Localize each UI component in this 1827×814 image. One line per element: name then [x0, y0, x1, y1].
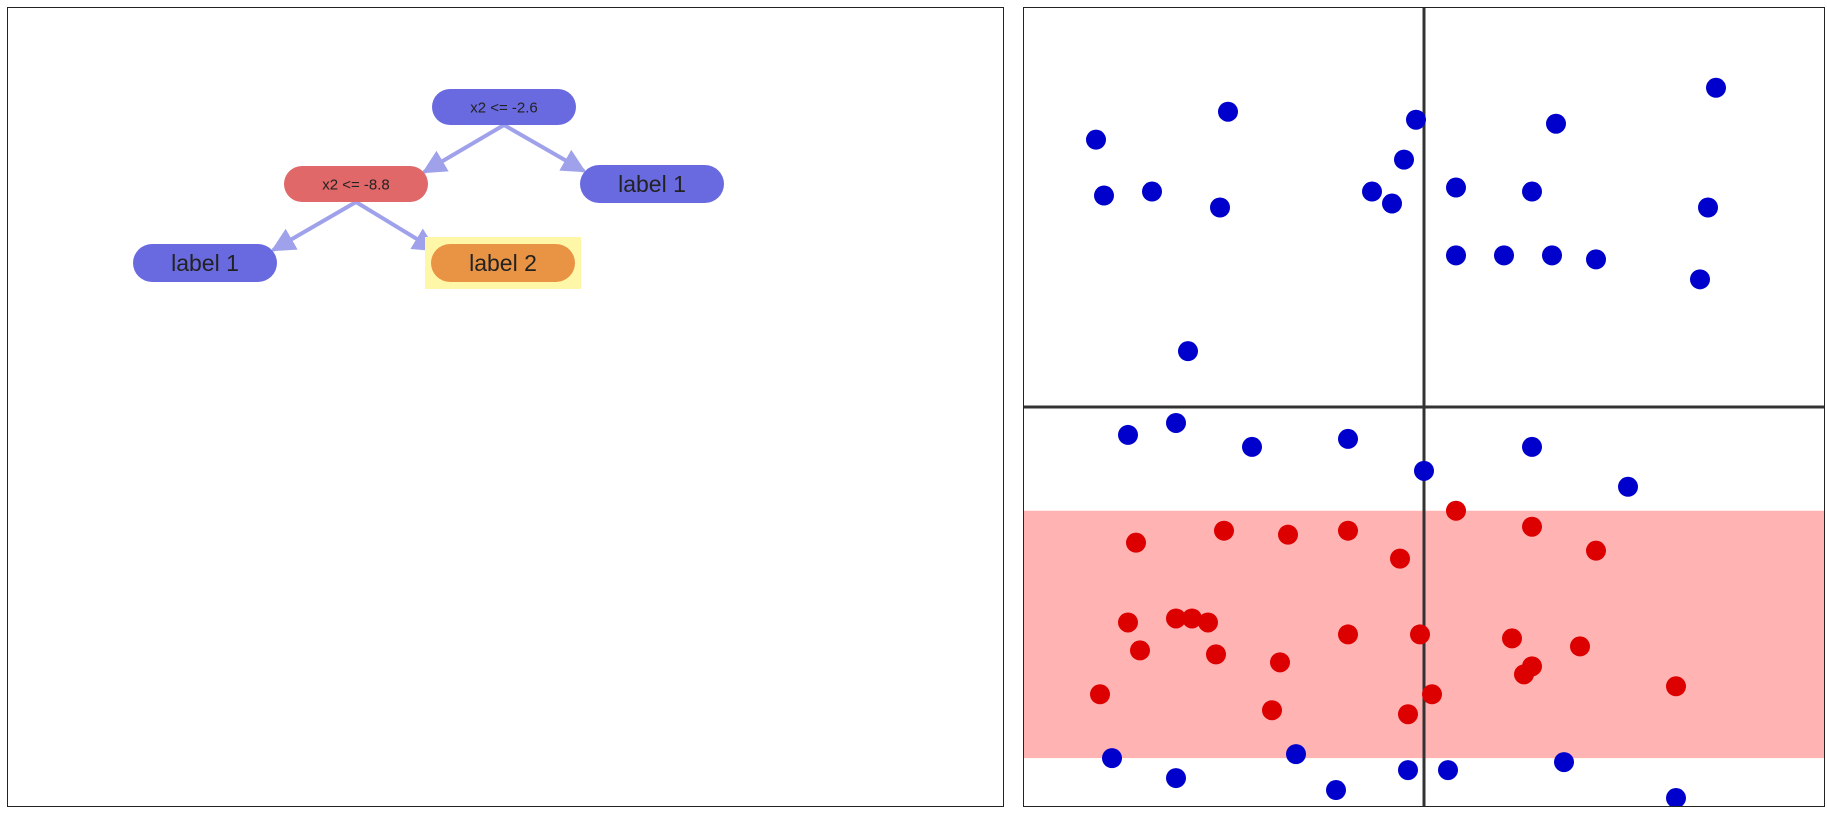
tree-node-leaf_right[interactable]: label 1 — [580, 165, 724, 203]
point-label-2-7 — [1390, 548, 1410, 569]
point-label-1-9 — [1362, 181, 1382, 202]
point-label-2-25 — [1666, 676, 1686, 697]
node-label: label 1 — [618, 171, 686, 197]
tree-edge-root-to-split2 — [421, 123, 506, 174]
point-label-2-4 — [1338, 520, 1358, 541]
tree-edge-root-to-leaf_right — [503, 123, 587, 173]
point-label-1-16 — [1542, 245, 1562, 266]
point-label-1-26 — [1618, 476, 1638, 497]
point-label-1-0 — [1086, 129, 1106, 150]
point-label-1-22 — [1242, 436, 1262, 457]
point-label-1-1 — [1218, 101, 1238, 122]
point-label-1-29 — [1286, 744, 1306, 765]
point-label-2-8 — [1118, 612, 1138, 633]
point-label-1-6 — [1094, 185, 1114, 206]
point-label-2-15 — [1570, 636, 1590, 657]
tree-edge-split2-to-leaf_lr — [354, 200, 438, 252]
point-label-1-12 — [1522, 181, 1542, 202]
point-label-2-17 — [1206, 644, 1226, 665]
point-label-2-12 — [1338, 624, 1358, 645]
point-label-2-18 — [1270, 652, 1290, 673]
point-label-1-25 — [1414, 460, 1434, 481]
point-label-1-14 — [1446, 245, 1466, 266]
point-label-1-24 — [1522, 436, 1542, 457]
point-label-2-16 — [1130, 640, 1150, 661]
point-label-2-10 — [1182, 608, 1202, 629]
point-label-1-31 — [1398, 760, 1418, 781]
point-label-1-18 — [1690, 269, 1710, 290]
point-label-2-22 — [1422, 684, 1442, 705]
point-label-2-13 — [1410, 624, 1430, 645]
scatter-plot-panel — [1023, 7, 1825, 807]
node-shape — [432, 89, 576, 125]
node-label: x2 <= -2.6 — [470, 99, 538, 116]
point-label-1-33 — [1554, 752, 1574, 773]
point-label-1-28 — [1166, 768, 1186, 789]
node-shape — [580, 165, 724, 203]
point-label-1-4 — [1706, 77, 1726, 98]
point-label-2-14 — [1502, 628, 1522, 649]
tree-edge-split2-to-leaf_ll — [270, 200, 358, 252]
point-label-2-9 — [1166, 608, 1186, 629]
node-label: x2 <= -8.8 — [322, 176, 390, 193]
point-label-2-0 — [1446, 500, 1466, 521]
point-label-1-30 — [1326, 780, 1346, 801]
tree-node-leaf_lr[interactable]: label 2 — [425, 237, 581, 289]
point-label-1-5 — [1394, 149, 1414, 170]
decision-tree-diagram: x2 <= -2.6 x2 <= -8.8 label 1 label 1 label … — [133, 89, 724, 289]
tree-node-split2[interactable]: x2 <= -8.8 — [284, 166, 428, 202]
point-label-2-6 — [1586, 540, 1606, 561]
point-label-2-24 — [1398, 704, 1418, 725]
point-label-1-23 — [1338, 428, 1358, 449]
point-label-1-11 — [1446, 177, 1466, 198]
point-label-1-10 — [1382, 193, 1402, 214]
node-shape — [284, 166, 428, 202]
node-label: label 1 — [171, 250, 239, 276]
tree-node-leaf_ll[interactable]: label 1 — [133, 244, 277, 282]
point-label-1-8 — [1210, 197, 1230, 218]
point-label-1-19 — [1178, 341, 1198, 362]
point-label-2-11 — [1198, 612, 1218, 633]
scatter-plot — [1024, 8, 1824, 806]
point-label-1-2 — [1406, 109, 1426, 130]
point-label-1-15 — [1494, 245, 1514, 266]
node-shape — [133, 244, 277, 282]
node-label: label 2 — [469, 250, 537, 276]
point-label-1-27 — [1102, 748, 1122, 769]
point-label-2-20 — [1514, 664, 1534, 685]
point-label-2-23 — [1262, 700, 1282, 721]
point-label-1-32 — [1438, 760, 1458, 781]
node-shape — [431, 244, 575, 282]
point-label-1-20 — [1118, 424, 1138, 445]
point-label-1-7 — [1142, 181, 1162, 202]
point-label-2-2 — [1214, 520, 1234, 541]
point-label-1-3 — [1546, 113, 1566, 134]
point-label-1-21 — [1166, 412, 1186, 433]
point-label-2-5 — [1522, 516, 1542, 537]
point-label-1-13 — [1698, 197, 1718, 218]
point-label-1-34 — [1666, 788, 1686, 806]
point-label-2-21 — [1090, 684, 1110, 705]
tree-node-root[interactable]: x2 <= -2.6 — [432, 89, 576, 125]
decision-tree-panel: x2 <= -2.6 x2 <= -8.8 label 1 label 1 label … — [7, 7, 1004, 807]
point-label-1-17 — [1586, 249, 1606, 270]
point-label-2-1 — [1126, 532, 1146, 553]
point-label-2-3 — [1278, 524, 1298, 545]
